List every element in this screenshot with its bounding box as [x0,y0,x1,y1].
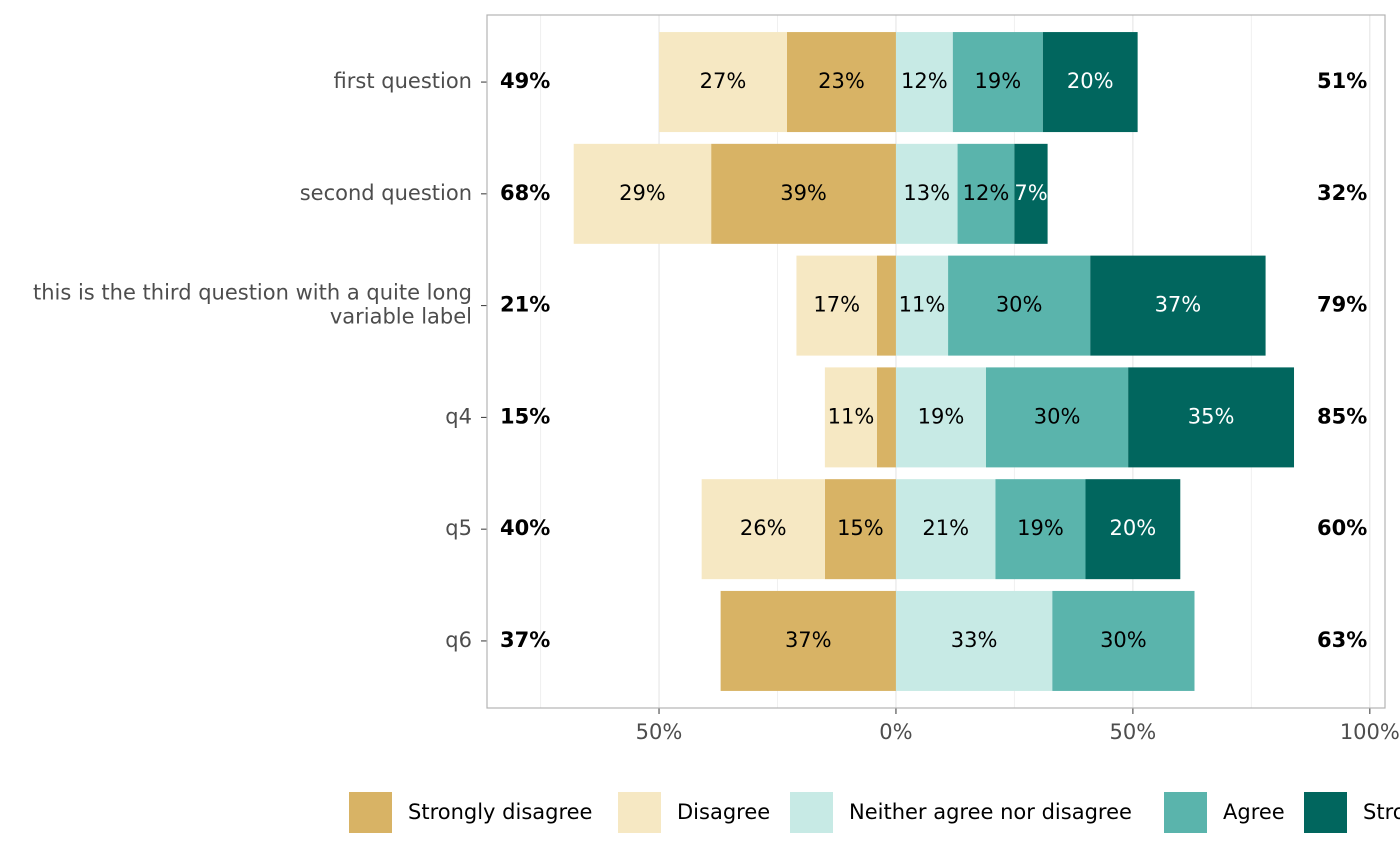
bar-segment [985,367,1129,468]
bar-segment [1014,143,1048,244]
value-label: 29% [619,181,666,205]
bar-segment [952,32,1043,133]
category-label: q6 [445,628,472,652]
bar-segment [895,590,1053,691]
right-total: 79% [1317,293,1367,317]
bar-segment [895,255,949,356]
bar-segment [948,255,1091,356]
left-total: 15% [500,404,550,428]
left-total: 37% [500,628,550,652]
x-tick-label: 100% [1340,720,1400,744]
value-label: 11% [899,293,946,317]
bar-segment [1085,479,1181,580]
value-label: 30% [996,293,1043,317]
bar-segment [1128,367,1295,468]
value-label: 30% [1034,404,1081,428]
value-label: 20% [1067,69,1114,93]
right-total: 51% [1317,69,1367,93]
category-label: q5 [445,516,472,540]
value-label: 20% [1110,516,1157,540]
legend-label: Neither agree nor disagree [849,800,1132,824]
bar-segment [895,32,953,133]
category-label: first question [334,69,472,93]
value-label: 37% [1155,293,1202,317]
value-label: 13% [903,181,950,205]
bar-segment [786,32,896,133]
bar-segment [796,255,878,356]
legend-swatch [618,792,661,833]
x-tick-label: 50% [1110,720,1157,744]
value-label: 33% [951,628,998,652]
value-label: 11% [828,404,875,428]
right-total: 60% [1317,516,1367,540]
bar-segment [1052,590,1195,691]
value-label: 23% [818,69,865,93]
legend-label: Strongly agree [1363,800,1400,824]
bar-segment [659,32,787,133]
x-tick-label: 0% [879,720,912,744]
left-total: 49% [500,69,550,93]
bar-segment [895,143,958,244]
legend-swatch [790,792,833,833]
legend-swatch [349,792,392,833]
value-label: 15% [837,516,884,540]
bar-segment [720,590,896,691]
left-total: 68% [500,181,550,205]
legend-label: Strongly disagree [408,800,592,824]
value-label: 19% [974,69,1021,93]
bar-segment [701,479,825,580]
right-total: 32% [1317,181,1367,205]
bar-segment [877,367,896,468]
value-label: 21% [922,516,969,540]
bar-segment [573,143,712,244]
value-label: 12% [963,181,1010,205]
bar-segment [824,367,878,468]
value-label: 30% [1100,628,1147,652]
legend-label: Disagree [677,800,770,824]
value-label: 27% [700,69,747,93]
right-total: 85% [1317,404,1367,428]
bar-segment [711,143,896,244]
left-total: 21% [500,293,550,317]
legend-label: Agree [1223,800,1285,824]
category-label: this is the third question with a quite … [33,281,472,329]
value-label: 35% [1188,404,1235,428]
value-label: 19% [918,404,965,428]
bar-segment [877,255,896,356]
bar-segment [895,367,986,468]
value-label: 19% [1017,516,1064,540]
value-label: 26% [740,516,787,540]
legend-swatch [1304,792,1347,833]
value-label: 17% [813,293,860,317]
bar-segment [995,479,1086,580]
bar-segment [895,479,996,580]
bar-segment [1042,32,1138,133]
panel-border [486,14,1386,709]
bar-segment [824,479,896,580]
value-label: 37% [785,628,832,652]
bar-segment [1090,255,1266,356]
value-label: 7% [1014,181,1047,205]
value-label: 39% [780,181,827,205]
left-total: 40% [500,516,550,540]
legend-swatch [1164,792,1207,833]
category-label: second question [300,181,472,205]
x-tick-label: 50% [636,720,683,744]
category-label: q4 [445,404,472,428]
right-total: 63% [1317,628,1367,652]
value-label: 12% [901,69,948,93]
bar-segment [957,143,1015,244]
